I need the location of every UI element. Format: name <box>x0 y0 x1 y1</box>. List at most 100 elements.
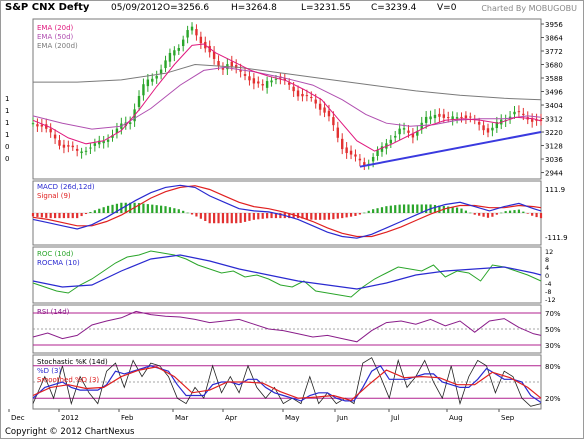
candle-body <box>332 117 335 126</box>
candle-body <box>146 79 150 87</box>
rsi-tick-label: 50% <box>545 326 561 334</box>
candle-body <box>190 26 194 31</box>
stoch-tick-label: 20% <box>545 395 561 403</box>
candle-body <box>341 138 344 150</box>
x-tick-label: Jun <box>336 414 348 422</box>
macd-histogram-bar <box>195 213 198 217</box>
macd-histogram-bar <box>80 213 83 217</box>
candle-body <box>159 69 163 74</box>
candle-body <box>208 45 211 53</box>
roc-tick-label: -4 <box>545 280 551 288</box>
macd-histogram-bar <box>31 213 35 217</box>
candle-body <box>296 90 300 97</box>
candle-body <box>447 117 450 119</box>
candle-body <box>137 95 141 107</box>
macd-histogram-bar <box>469 212 472 214</box>
macd-histogram-bar <box>500 212 503 214</box>
macd-histogram-bar <box>495 213 498 215</box>
macd-tick-label: 111.9 <box>545 186 565 194</box>
candle-body <box>416 131 419 136</box>
legend-entry: MACD (26d,12d) <box>37 183 95 191</box>
macd-histogram-bar <box>204 213 207 221</box>
macd-histogram-bar <box>420 204 423 213</box>
macd-histogram-bar <box>526 213 529 214</box>
candle-body <box>455 117 459 119</box>
left-tick-label: 1 <box>5 131 9 139</box>
candle-body <box>115 128 119 133</box>
x-tick-label: Dec <box>11 414 25 422</box>
legend-entry: %D (3) <box>37 367 61 375</box>
candle-body <box>336 127 339 138</box>
candle-body <box>407 130 410 133</box>
macd-histogram-bar <box>182 210 185 213</box>
macd-histogram-bar <box>367 210 370 213</box>
candle-body <box>80 151 83 154</box>
macd-line <box>32 184 542 239</box>
left-tick-label: 1 <box>5 95 9 103</box>
candle-body <box>522 113 525 116</box>
macd-histogram-bar <box>416 204 419 213</box>
macd-histogram-bar <box>389 205 392 213</box>
candle-body <box>106 139 110 142</box>
macd-histogram-bar <box>517 209 521 213</box>
macd-histogram-bar <box>464 210 468 213</box>
roc-tick-label: 0 <box>545 272 549 280</box>
rsi-line <box>32 310 542 343</box>
candle-body <box>45 124 48 129</box>
x-tick-label: May <box>285 414 299 422</box>
macd-histogram-bar <box>292 213 295 219</box>
macd-histogram-bar <box>173 208 176 213</box>
macd-histogram-bar <box>425 204 428 213</box>
macd-histogram-bar <box>213 213 216 224</box>
candle-body <box>318 103 322 110</box>
macd-histogram-bar <box>438 205 441 213</box>
candle-body <box>274 78 278 80</box>
macd-histogram-bar <box>235 213 238 224</box>
macd-histogram-bar <box>111 204 114 213</box>
macd-histogram-bar <box>168 207 172 213</box>
macd-histogram-bar <box>239 213 242 223</box>
macd-histogram-bar <box>305 213 308 220</box>
macd-histogram-bar <box>491 213 494 217</box>
candle-body <box>469 116 472 118</box>
macd-histogram-bar <box>478 213 481 216</box>
roc-pane <box>32 246 542 304</box>
candle-body <box>111 135 114 138</box>
candle-body <box>292 86 295 92</box>
macd-histogram-bar <box>67 213 70 219</box>
x-tick-label: Mar <box>175 414 188 422</box>
candle-body <box>539 119 543 122</box>
roc-tick-label: 12 <box>545 248 553 256</box>
chart-title: S&P CNX Defty <box>5 2 90 13</box>
candle-body <box>239 69 242 72</box>
price-tick-label: 3036 <box>545 156 563 164</box>
candle-body <box>212 51 216 59</box>
candle-body <box>323 107 326 113</box>
candle-body <box>199 36 203 44</box>
candle-body <box>36 124 39 127</box>
candle-body <box>433 114 437 119</box>
candle-body <box>71 145 74 148</box>
macd-histogram-bar <box>482 213 485 217</box>
candle-body <box>265 81 269 88</box>
roc-tick-label: -12 <box>545 296 556 304</box>
macd-histogram-bar <box>208 213 211 224</box>
macd-histogram-bar <box>177 209 180 213</box>
candle-body <box>288 82 291 85</box>
macd-histogram-bar <box>124 202 127 213</box>
macd-histogram-bar <box>186 212 189 214</box>
macd-histogram-bar <box>345 213 348 218</box>
macd-histogram-bar <box>447 206 450 213</box>
macd-histogram-bar <box>433 204 437 213</box>
macd-histogram-bar <box>146 204 149 213</box>
macd-histogram-bar <box>372 209 375 213</box>
macd-histogram-bar <box>226 213 229 224</box>
candle-body <box>429 116 432 120</box>
price-tick-label: 3588 <box>545 75 563 83</box>
candle-body <box>181 39 185 47</box>
candle-body <box>389 139 393 144</box>
macd-histogram-bar <box>296 213 300 219</box>
macd-histogram-bar <box>455 207 459 213</box>
